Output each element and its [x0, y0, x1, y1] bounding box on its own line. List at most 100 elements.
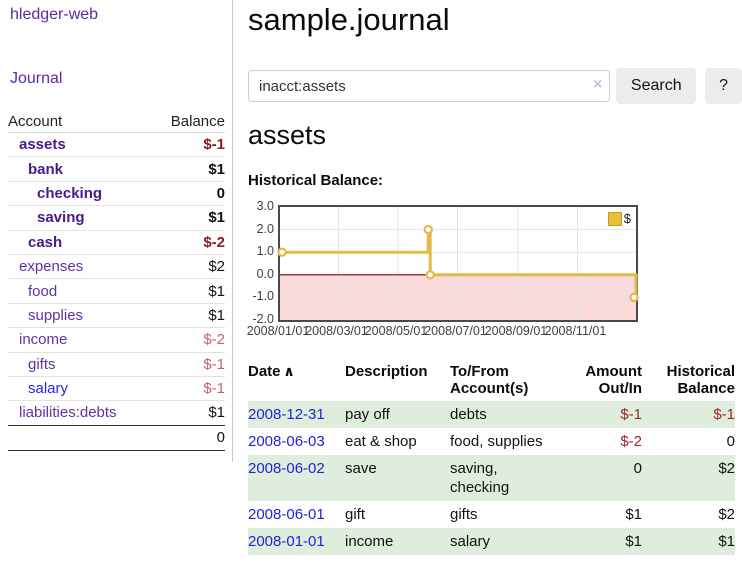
table-row: 2008-06-01 gift gifts $1 $2	[248, 501, 735, 528]
account-balance-table: Account Balance assets $-1 bank $1 checking 0…	[8, 104, 225, 451]
sidebar-account-link[interactable]: food	[28, 282, 58, 300]
legend-series-label: $	[623, 211, 631, 226]
register-date-cell: 2008-12-31	[248, 401, 345, 428]
register-description-cell: pay off	[345, 401, 450, 428]
search-input[interactable]	[248, 70, 611, 102]
account-balance-value: $1	[208, 282, 225, 300]
sidebar-account-link[interactable]: saving	[37, 209, 85, 227]
register-balance-cell: $1	[642, 528, 735, 555]
register-accounts-cell: salary	[450, 528, 560, 555]
account-balance-value: $1	[208, 160, 225, 178]
sidebar-item-journal[interactable]: Journal	[10, 70, 63, 87]
sidebar-account-link[interactable]: supplies	[28, 306, 84, 324]
account-row: income $-2	[8, 328, 225, 353]
register-balance-cell: 0	[726, 433, 735, 450]
register-column-header[interactable]: Date ∧	[248, 363, 295, 380]
table-row: 2008-06-02 save saving, checking 0 $2	[248, 455, 735, 501]
account-column-header: Account	[8, 113, 63, 130]
app-brand-link[interactable]: hledger-web	[10, 6, 99, 23]
sidebar-account-link[interactable]: checking	[37, 184, 103, 202]
register-accounts-cell: debts	[450, 401, 560, 428]
x-axis-tick-label: 2008/05/01	[364, 324, 428, 338]
account-balance-value: $1	[208, 209, 225, 227]
register-column-header: Amount Out/In	[585, 363, 642, 397]
account-row: checking 0	[8, 182, 225, 207]
transaction-date-link[interactable]: 2008-06-02	[248, 460, 325, 477]
y-axis-tick-label: -1.0	[252, 289, 274, 304]
total-balance-value: 0	[216, 429, 225, 447]
sidebar-account-link[interactable]: salary	[28, 380, 69, 398]
x-axis-tick-label: 2008/01/01	[246, 324, 310, 338]
sort-asc-icon: ∧	[280, 363, 294, 379]
table-row: 2008-01-01 income salary $1 $1	[248, 528, 735, 555]
register-column-header: Description	[345, 363, 428, 380]
account-balance-value: $1	[208, 306, 225, 324]
table-row: 2008-12-31 pay off debts $-1 $-1	[248, 401, 735, 428]
register-accounts-cell: gifts	[450, 506, 478, 523]
transaction-date-link[interactable]: 2008-06-01	[248, 506, 325, 523]
register-amount-cell: 0	[560, 455, 642, 501]
account-balance-value: $-1	[203, 136, 225, 154]
account-row: liabilities:debts $1	[8, 401, 225, 424]
register-balance-cell: $-1	[642, 401, 735, 428]
sidebar-account-link[interactable]: gifts	[28, 355, 56, 373]
account-balance-value: $2	[208, 258, 225, 276]
register-date-cell: 2008-06-02	[248, 455, 345, 501]
x-axis-tick-label: 2008/11/01	[544, 324, 607, 338]
account-balance-value: 0	[216, 184, 225, 202]
help-button[interactable]: ?	[705, 68, 742, 104]
chart-plot-area: $	[277, 205, 639, 322]
sidebar-account-link[interactable]: liabilities:debts	[19, 404, 117, 422]
y-axis-tick-label: 2.0	[256, 221, 274, 236]
register-amount-cell: $1	[560, 528, 642, 555]
x-axis-tick-label: 2008/09/01	[484, 324, 548, 338]
y-axis-tick-label: 3.0	[256, 199, 274, 213]
search-button[interactable]: Search	[616, 68, 697, 104]
chart-title: Historical Balance:	[248, 172, 384, 189]
account-balance-value: $-2	[203, 331, 225, 349]
sidebar-account-link[interactable]: assets	[19, 136, 66, 154]
register-description-cell: gift	[345, 506, 366, 523]
transaction-date-link[interactable]: 2008-12-31	[248, 406, 325, 423]
register-balance-cell: $2	[642, 455, 735, 501]
register-table: Date ∧ Description To/From Account(s) Amoun…	[248, 360, 735, 555]
register-date-cell: 2008-06-01	[248, 501, 345, 528]
y-axis-tick-label: -2.0	[252, 312, 274, 326]
register-description-cell: income	[345, 528, 450, 555]
search-bar: × Search ?	[248, 68, 742, 104]
legend-swatch-icon	[607, 211, 622, 226]
y-axis-tick-label: 0.0	[256, 266, 274, 281]
x-axis-tick-label: 2008/07/01	[424, 324, 487, 338]
transaction-date-link[interactable]: 2008-01-01	[248, 533, 325, 550]
register-amount-cell: $-1	[560, 401, 642, 428]
transaction-date-link[interactable]: 2008-06-03	[248, 433, 325, 450]
account-row: assets $-1	[8, 133, 225, 158]
clear-search-icon[interactable]: ×	[593, 76, 603, 93]
account-page-title: assets	[248, 120, 327, 150]
account-row: food $1	[8, 279, 225, 304]
chart-legend: $	[607, 211, 631, 226]
register-description-cell: eat & shop	[345, 433, 417, 450]
register-balance-cell: $2	[718, 506, 735, 523]
register-date-cell: 2008-06-03	[248, 428, 345, 455]
register-header-row: Date ∧ Description To/From Account(s) Amoun…	[248, 360, 735, 401]
sidebar-account-link[interactable]: expenses	[19, 258, 84, 276]
account-balance-value: $-1	[203, 355, 225, 373]
account-balance-value: $1	[208, 404, 225, 422]
register-accounts-cell: saving, checking	[450, 455, 560, 501]
account-row: saving $1	[8, 206, 225, 231]
sidebar-account-link[interactable]: income	[19, 331, 68, 349]
account-row: cash $-2	[8, 231, 225, 255]
sidebar-account-link[interactable]: cash	[28, 233, 63, 251]
account-row: bank $1	[8, 157, 225, 182]
register-accounts-cell: food, supplies	[450, 433, 543, 450]
register-column-header: To/From Account(s)	[450, 363, 529, 397]
register-date-cell: 2008-01-01	[248, 528, 345, 555]
sidebar-account-link[interactable]: bank	[28, 160, 64, 178]
account-row: salary $-1	[8, 377, 225, 402]
account-balance-value: $-1	[203, 380, 225, 398]
register-amount-cell: $1	[625, 506, 642, 523]
account-rows: assets $-1 bank $1 checking 0 saving $1 cash $-2 e…	[8, 133, 225, 425]
account-table-header: Account Balance	[8, 104, 225, 133]
